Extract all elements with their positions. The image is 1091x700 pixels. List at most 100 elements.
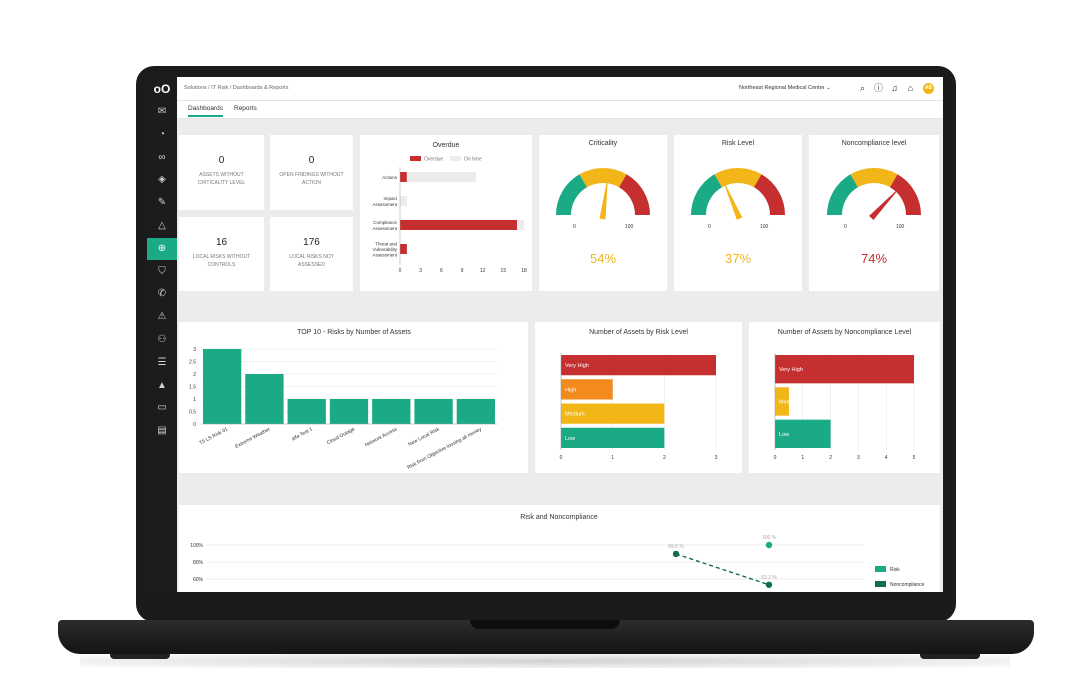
alert-icon[interactable]: ⚠ bbox=[157, 311, 167, 323]
gauge-segment-medium bbox=[579, 168, 627, 188]
tab-dashboards[interactable]: Dashboards bbox=[188, 105, 224, 117]
x-tick-label: 9 bbox=[461, 268, 464, 274]
x-tick-label: 6 bbox=[440, 268, 443, 274]
kpi-label: ASSETS WITHOUT CRITICALITY LEVEL bbox=[197, 172, 246, 186]
x-tick-label: T5 LS Risk 01 bbox=[199, 426, 230, 446]
category-label: Assessment bbox=[372, 202, 397, 207]
laptop-shadow bbox=[80, 654, 1010, 668]
legend-swatch bbox=[875, 581, 886, 587]
bar bbox=[203, 349, 242, 424]
bar bbox=[775, 419, 831, 448]
noncompliance-level-chart-card: Number of Assets by Noncompliance Level 0… bbox=[749, 322, 940, 473]
legend-label: On time bbox=[464, 157, 482, 163]
x-tick-label: 1 bbox=[801, 455, 804, 461]
bell-icon[interactable]: ♫ bbox=[891, 83, 898, 93]
help-icon[interactable]: ⓘ bbox=[873, 83, 883, 93]
risk-level-gauge: 0 100 bbox=[691, 168, 785, 230]
kpi-card-open-findings[interactable]: 0 OPEN FINDINGS WITHOUT ACTION bbox=[270, 135, 353, 210]
document-icon[interactable]: ▤ bbox=[157, 425, 167, 437]
kpi-value: 0 bbox=[218, 155, 225, 166]
avatar[interactable]: AB bbox=[923, 83, 934, 94]
bar bbox=[372, 399, 411, 424]
y-tick-label: 0.5 bbox=[189, 410, 196, 416]
gauge-min-label: 0 bbox=[573, 224, 576, 230]
top10-risks-chart: TOP 10 - Risks by Number of Assets 0 0.5 1 1… bbox=[189, 329, 497, 471]
link-icon[interactable]: ∞ bbox=[158, 151, 166, 163]
gauge-card-criticality: Criticality 0 100 54% bbox=[539, 135, 667, 291]
organization-selector[interactable]: Northeast Regional Medical Center ⌄ bbox=[739, 85, 831, 91]
pen-icon[interactable]: ✎ bbox=[157, 197, 167, 209]
bar-label: Medium bbox=[779, 400, 799, 406]
mail-icon[interactable]: ✉ bbox=[157, 106, 167, 117]
chart-title: Risk and Noncompliance bbox=[520, 514, 598, 521]
gauge-max-label: 100 bbox=[896, 224, 905, 230]
kpi-label: LOCAL RISKS WITHOUT CONTROLS bbox=[192, 254, 251, 268]
bar bbox=[561, 355, 716, 376]
gauge-segment-high bbox=[754, 174, 785, 215]
bar bbox=[517, 220, 524, 230]
category-label: Impact bbox=[383, 196, 397, 201]
folder-icon[interactable]: ▭ bbox=[157, 402, 167, 414]
diamond-icon[interactable]: ◈ bbox=[158, 174, 166, 186]
bar-label: Medium bbox=[565, 412, 585, 418]
gauge-title: Noncompliance level bbox=[841, 140, 907, 147]
chart-title: Number of Assets by Risk Level bbox=[589, 329, 688, 336]
search-icon[interactable]: ⌕ bbox=[859, 83, 866, 93]
warning-filled-icon[interactable]: ▲ bbox=[157, 379, 167, 391]
category-label: Threat and bbox=[375, 241, 397, 246]
criticality-gauge: 0 100 bbox=[556, 168, 650, 230]
x-tick-label: 3 bbox=[419, 268, 422, 274]
kpi-label: LOCAL RISKS NOT ASSESSED bbox=[289, 254, 334, 268]
gauge-title: Risk Level bbox=[721, 140, 755, 147]
risk-noncompliance-chart-card: Risk and Noncompliance 100% 80% 60% 100 % 89.… bbox=[179, 505, 940, 592]
legend-label: Risk bbox=[890, 567, 900, 573]
chart-title: TOP 10 - Risks by Number of Assets bbox=[297, 329, 411, 336]
y-tick-label: 1.5 bbox=[189, 385, 196, 391]
kpi-label: OPEN FINDINGS WITHOUT ACTION bbox=[279, 172, 344, 186]
gauge-segment-high bbox=[890, 174, 921, 215]
category-label: Vulnerability bbox=[373, 247, 398, 252]
dashboard-icon[interactable]: ◔ bbox=[158, 128, 166, 140]
data-label: 89.5 % bbox=[668, 544, 684, 550]
gauge-min-label: 0 bbox=[708, 224, 711, 230]
home-icon[interactable]: ⌂ bbox=[907, 83, 914, 93]
laptop-foot-left bbox=[110, 654, 170, 659]
gauge-percent: 37% bbox=[724, 251, 752, 266]
legend-swatch bbox=[410, 156, 421, 161]
x-tick-label: Network Access bbox=[364, 426, 399, 448]
top-bar: Solutions / IT Risk / Dashboards & Repor… bbox=[177, 77, 943, 101]
kpi-card-risks-not-assessed[interactable]: 176 LOCAL RISKS NOT ASSESSED bbox=[270, 217, 353, 291]
x-tick-label: 18 bbox=[521, 268, 527, 274]
chart-title: Number of Assets by Noncompliance Level bbox=[778, 329, 912, 336]
x-tick-label: 2 bbox=[829, 455, 832, 461]
y-tick-label: 60% bbox=[193, 577, 204, 583]
bar-label: High bbox=[565, 387, 576, 393]
globe-icon[interactable]: ⊕ bbox=[147, 237, 177, 260]
data-point bbox=[672, 550, 680, 558]
people-icon[interactable]: ⚇ bbox=[157, 334, 167, 345]
shield-icon[interactable]: ⛉ bbox=[158, 265, 166, 277]
breadcrumb[interactable]: Solutions / IT Risk / Dashboards & Repor… bbox=[184, 85, 289, 91]
x-tick-label: 0 bbox=[560, 455, 563, 461]
kpi-value: 0 bbox=[308, 155, 315, 166]
gauge-segment-medium bbox=[714, 168, 762, 188]
app-logo[interactable]: oO bbox=[153, 82, 171, 96]
bar bbox=[775, 355, 914, 384]
laptop-foot-right bbox=[920, 654, 980, 659]
x-tick-label: 15 bbox=[501, 268, 507, 274]
y-tick-label: 100% bbox=[190, 543, 203, 549]
x-tick-label: 0 bbox=[399, 268, 402, 274]
list-icon[interactable]: ☰ bbox=[157, 356, 167, 368]
gauge-needle bbox=[869, 185, 902, 220]
kpi-card-risks-without-controls[interactable]: 16 LOCAL RISKS WITHOUT CONTROLS bbox=[179, 217, 264, 291]
gauge-percent: 74% bbox=[860, 251, 888, 266]
bar bbox=[287, 399, 326, 424]
tab-reports[interactable]: Reports bbox=[234, 105, 257, 112]
kpi-card-assets-without-criticality[interactable]: 0 ASSETS WITHOUT CRITICALITY LEVEL bbox=[179, 135, 264, 210]
megaphone-icon[interactable]: ✆ bbox=[157, 288, 167, 300]
warning-icon[interactable]: △ bbox=[158, 220, 166, 231]
gauge-segment-low bbox=[827, 174, 858, 215]
x-tick-label: 0 bbox=[774, 455, 777, 461]
